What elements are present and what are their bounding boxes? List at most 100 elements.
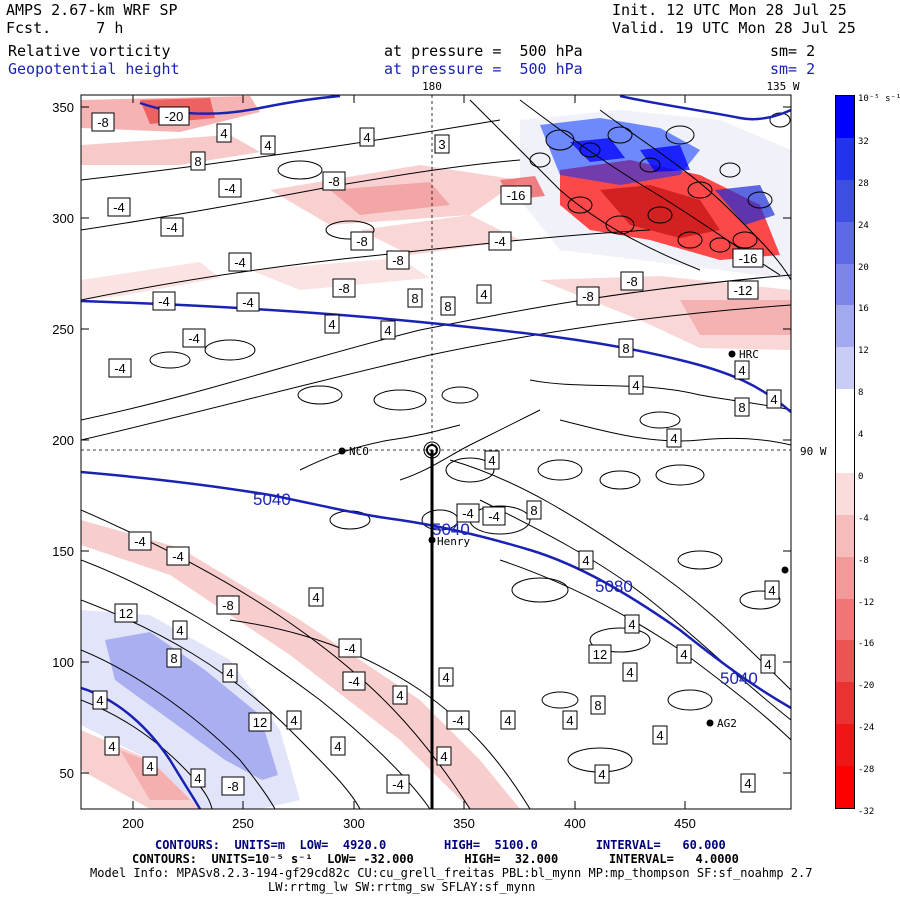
contour-label-box [594,764,610,784]
height-label: 5080 [595,577,633,596]
colorbar-label: -20 [858,681,875,692]
map-plot-area [81,95,791,809]
contour-label: 4 [480,287,487,302]
contour-label-box [182,328,206,348]
footer-height-contours: CONTOURS: UNITS=m LOW= 4920.0 HIGH= 5100… [155,838,726,852]
colorbar-label: 20 [858,262,869,273]
contour-label: 4 [598,767,605,782]
contour-label: 4 [628,617,635,632]
colorbar-band [836,305,854,348]
station-label: AG2 [717,717,737,730]
contour-label-box [438,667,454,687]
contour-label-box [500,710,516,730]
vorticity-contours [81,99,791,809]
contour-label-box [622,662,638,682]
smoothing-vorticity: sm= 2 [770,42,816,60]
plot-frame [80,94,792,810]
contour-label-box [576,286,600,306]
height-label: 5040 [253,490,291,509]
contour-label-box [222,663,238,683]
y-tick-label: 350 [52,100,74,115]
contour-label-box [436,746,452,766]
contour-label-box [740,773,756,793]
contour-label-box [734,397,750,417]
height-label: 5040 [432,520,470,539]
colorbar-band [836,682,854,725]
contour-label-box [359,127,375,147]
contour-label: 4 [670,431,677,446]
height-contour-labels: 5040 5040 5040 5080 [253,490,758,688]
contour-label: 4 [384,323,391,338]
contour-label: -4 [488,509,500,524]
contour-label-box [308,587,324,607]
contour-label: 4 [108,739,115,754]
contour-label: 4 [632,378,639,393]
contour-label-box [128,531,152,551]
contour-label-box [440,296,456,316]
contour-label-box [482,506,506,526]
marker-star-outline-icon [423,441,441,459]
geopotential-height-contours [81,95,791,809]
contour-label: 4 [396,688,403,703]
contour-label-box [342,671,366,691]
height-label: 5040 [720,669,758,688]
lon-label-180: 180 [422,80,442,93]
contour-label-box [216,123,232,143]
contour-label: 4 [363,130,370,145]
contour-label-box [380,320,396,340]
y-tick-label: 150 [52,544,74,559]
contour-label-box [218,178,242,198]
station-label: Henry [437,535,470,548]
contour-label-box [764,580,780,600]
contour-label-box [386,774,410,794]
colorbar-band [836,221,854,265]
vorticity-contour-labels: -8 -20 4 4 4 3 8 -4 -8 -16 -4 -4 -8 -8 -4 -8 8 8 4 -4 -4 -4 -8… [91,106,782,796]
contour-label-box [407,288,423,308]
contour-label-box [766,389,782,409]
contour-label: 4 [220,126,227,141]
lon-label-135w: 135 W [766,80,799,93]
station-dot-icon [338,447,346,455]
contour-label-box [338,638,362,658]
station-dot-icon [781,566,789,574]
contour-label: -20 [165,109,184,124]
contour-label: -4 [172,549,184,564]
contour-label: -4 [242,295,254,310]
colorbar-label: -28 [858,765,875,776]
colorbar-band [836,472,854,516]
contour-label-box [652,725,668,745]
contour-label: 8 [194,154,201,169]
field-height-label: Geopotential height [8,60,180,78]
contour-label: 4 [738,363,745,378]
colorbar-band [836,137,854,181]
contour-label-box [578,550,594,570]
contour-label-box [260,135,276,155]
axis-ticks [81,95,791,809]
contour-label: -4 [114,361,126,376]
contour-label: -4 [348,674,360,689]
contour-label-box [108,358,132,378]
contour-label: 4 [764,657,771,672]
contour-label: 4 [488,453,495,468]
contour-label-box [236,292,260,312]
contour-label-box [732,248,764,268]
contour-label-box [628,375,644,395]
colorbar-label: 24 [858,220,869,231]
x-tick-label: 300 [343,816,365,831]
contour-label-box [446,710,470,730]
contour-label: -8 [338,281,350,296]
footer-radiation-info: LW:rrtmg_lw SW:rrtmg_sw SFLAY:sf_mynn [268,880,536,894]
colorbar-label: 32 [858,136,869,147]
contour-label: -8 [582,289,594,304]
contour-label: 4 [96,693,103,708]
colorbar-label: 8 [858,388,864,399]
contour-label: 4 [226,666,233,681]
contour-label-box [456,503,480,523]
field-vorticity-label: Relative vorticity [8,42,171,60]
contour-label: -4 [392,777,404,792]
colorbar-band [836,96,854,139]
station-dot-icon [728,350,736,358]
colorbar-band [836,766,854,809]
marker-star-icon [426,444,438,456]
